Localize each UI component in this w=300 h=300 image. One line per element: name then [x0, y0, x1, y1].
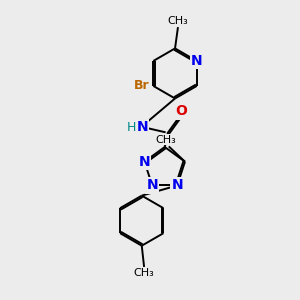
- Text: O: O: [175, 104, 187, 118]
- Text: N: N: [146, 178, 158, 193]
- Text: N: N: [139, 155, 150, 169]
- Text: N: N: [191, 54, 203, 68]
- Text: N: N: [136, 120, 148, 134]
- Text: N: N: [171, 178, 183, 193]
- Text: CH₃: CH₃: [168, 16, 188, 26]
- Text: CH₃: CH₃: [155, 135, 176, 145]
- Text: H: H: [127, 121, 136, 134]
- Text: CH₃: CH₃: [134, 268, 154, 278]
- Text: Br: Br: [134, 80, 150, 92]
